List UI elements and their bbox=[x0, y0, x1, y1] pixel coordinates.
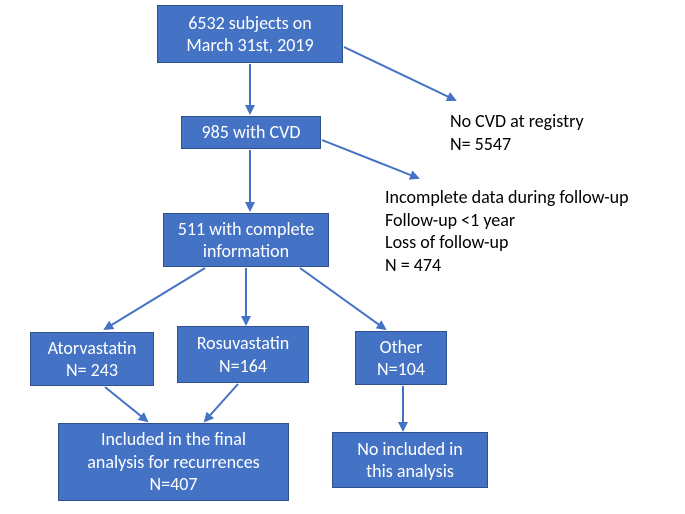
node-text: 6532 subjects on bbox=[188, 12, 311, 35]
node-text: Other bbox=[380, 336, 423, 359]
node-text: March 31st, 2019 bbox=[186, 34, 313, 57]
node-text: Incomplete data during follow-up bbox=[385, 186, 629, 209]
node-n_ator: AtorvastatinN= 243 bbox=[30, 332, 154, 386]
node-text: N=164 bbox=[219, 355, 267, 378]
node-text: N=407 bbox=[150, 473, 198, 496]
node-text: Included in the final bbox=[101, 428, 246, 451]
node-text: 511 with complete bbox=[178, 218, 315, 241]
node-text: N= 243 bbox=[66, 359, 118, 382]
edge-n_subjects-to-a_nocvd bbox=[344, 47, 455, 100]
edge-n_ator-to-n_included bbox=[105, 387, 147, 421]
node-text: N = 474 bbox=[385, 254, 441, 277]
node-n_rosu: RosuvastatinN=164 bbox=[177, 326, 309, 383]
node-n_complete: 511 with completeinformation bbox=[163, 213, 329, 267]
node-text: this analysis bbox=[366, 460, 454, 483]
node-n_included: Included in the finalanalysis for recurr… bbox=[58, 423, 289, 501]
node-text: 985 with CVD bbox=[202, 121, 301, 144]
edge-n_rosu-to-n_included bbox=[205, 384, 238, 421]
edge-n_cvd-to-a_incomplete bbox=[322, 140, 418, 178]
edge-n_complete-to-n_ator bbox=[105, 268, 205, 329]
node-a_nocvd: No CVD at registryN= 5547 bbox=[444, 106, 664, 160]
node-n_other: OtherN=104 bbox=[355, 331, 447, 385]
node-text: analysis for recurrences bbox=[87, 451, 259, 474]
node-text: N= 5547 bbox=[450, 133, 511, 156]
node-text: information bbox=[203, 240, 289, 263]
node-n_notincluded: No included inthis analysis bbox=[332, 432, 488, 488]
node-text: No CVD at registry bbox=[450, 110, 584, 133]
node-text: Atorvastatin bbox=[48, 337, 137, 360]
node-text: No included in bbox=[357, 438, 463, 461]
node-text: N=104 bbox=[377, 358, 425, 381]
node-a_incomplete: Incomplete data during follow-upFollow-u… bbox=[379, 182, 679, 292]
node-n_subjects: 6532 subjects onMarch 31st, 2019 bbox=[157, 5, 343, 63]
node-text: Rosuvastatin bbox=[197, 332, 289, 355]
node-text: Loss of follow-up bbox=[385, 231, 508, 254]
flowchart-stage: 6532 subjects onMarch 31st, 2019 985 with… bbox=[0, 0, 685, 514]
edge-n_complete-to-n_other bbox=[300, 268, 385, 329]
node-text: Follow-up <1 year bbox=[385, 209, 515, 232]
node-n_cvd: 985 with CVD bbox=[181, 116, 321, 149]
